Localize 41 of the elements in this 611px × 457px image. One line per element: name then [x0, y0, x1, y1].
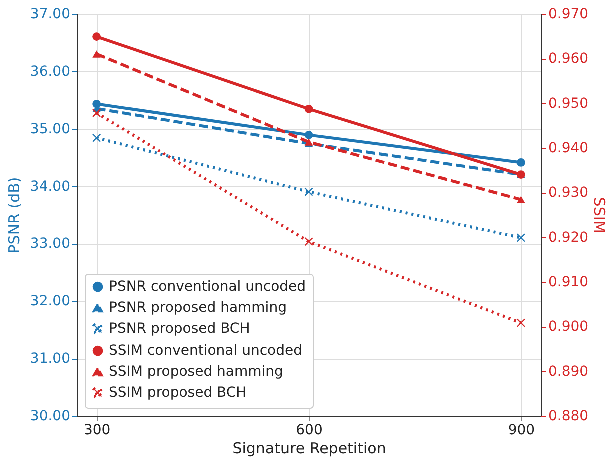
- point: [517, 196, 526, 204]
- y-tick-label: 37.00: [30, 6, 70, 22]
- y2-tick-label: 0.950: [548, 96, 589, 112]
- y-tick-label: 34.00: [30, 178, 70, 195]
- y2-tick-label: 0.960: [548, 51, 589, 68]
- point: [304, 104, 314, 114]
- y-tick-label: 36.00: [30, 64, 70, 80]
- point: [517, 234, 526, 242]
- legend-label: PSNR proposed hamming: [109, 300, 287, 316]
- legend-label: PSNR proposed BCH: [109, 321, 250, 337]
- x-tick-label: 600: [296, 422, 323, 438]
- point: [517, 318, 526, 328]
- point: [517, 158, 526, 167]
- y-tick-label: 33.00: [30, 236, 70, 252]
- y2-tick-label: 0.890: [548, 364, 589, 380]
- y-axis-title: PSNR (dB): [5, 177, 24, 254]
- y-tick-label: 31.00: [30, 351, 70, 368]
- point: [304, 188, 314, 196]
- y-tick-label: 30.00: [30, 408, 70, 424]
- y-tick-label: 35.00: [30, 121, 70, 138]
- x-tick-label: 900: [508, 422, 536, 438]
- point: [92, 134, 101, 142]
- y2-axis-title: SSIM: [590, 197, 609, 234]
- x-axis-title: Signature Repetition: [232, 440, 386, 457]
- y2-tick-label: 0.900: [548, 319, 589, 336]
- y2-tick-label: 0.930: [548, 185, 589, 202]
- y2-tick-label: 0.920: [548, 230, 589, 246]
- legend-label: SSIM proposed hamming: [109, 364, 284, 380]
- point: [304, 131, 314, 140]
- point: [92, 32, 101, 41]
- point: [92, 50, 101, 58]
- x-tick-label: 300: [84, 422, 111, 438]
- y2-tick-label: 0.940: [548, 140, 589, 156]
- legend-label: SSIM conventional uncoded: [109, 343, 302, 359]
- point: [304, 238, 314, 246]
- y2-tick-label: 0.970: [548, 6, 589, 22]
- y2-tick-label: 0.880: [548, 408, 589, 424]
- legend-label: SSIM proposed BCH: [109, 385, 247, 401]
- y2-tick-label: 0.910: [548, 274, 589, 290]
- legend-label: PSNR conventional uncoded: [109, 279, 306, 295]
- y-tick-label: 32.00: [30, 294, 70, 310]
